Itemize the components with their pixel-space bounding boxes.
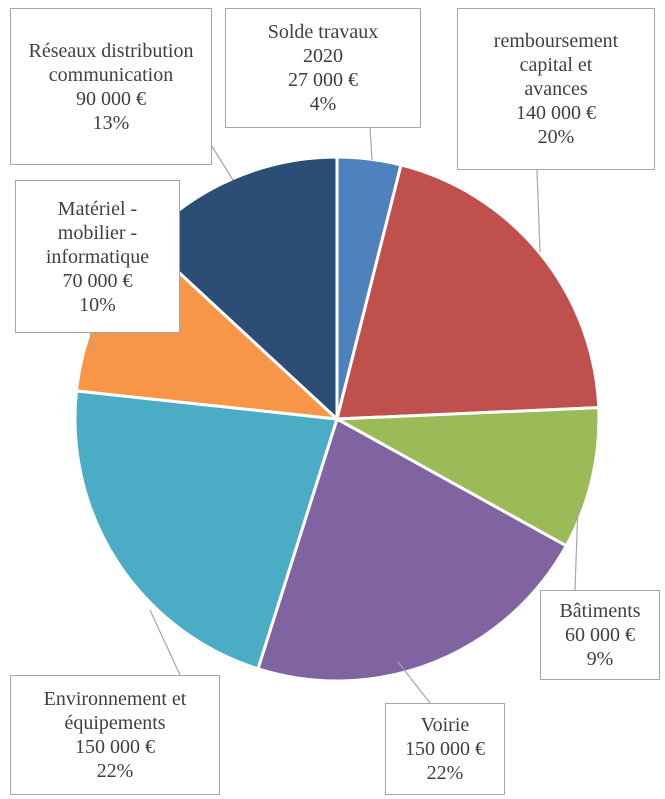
value-label: 70 000 € xyxy=(62,269,133,292)
pie-slice xyxy=(256,416,569,683)
category-label: Voirie xyxy=(420,714,470,736)
data-label: Réseaux distribution communication 90 000… xyxy=(10,8,212,165)
callout-line xyxy=(397,661,431,704)
label-text: Réseaux distribution communication 90 000… xyxy=(26,39,196,135)
category-label: Matériel - mobilier - informatique xyxy=(45,197,150,268)
category-label: Solde travaux 2020 xyxy=(267,21,379,67)
data-label: Bâtiments 60 000 €9% xyxy=(540,590,660,680)
value-label: 60 000 € xyxy=(565,624,635,646)
value-label: 27 000 € xyxy=(288,69,358,91)
data-label: Matériel - mobilier - informatique 70 000… xyxy=(15,180,180,333)
pie-slice xyxy=(73,389,339,671)
callout-line xyxy=(574,504,579,591)
percent-label: 20% xyxy=(537,126,575,148)
label-text: Bâtiments 60 000 €9% xyxy=(545,599,655,671)
label-text: Voirie 150 000 €22% xyxy=(390,713,500,785)
label-text: Environnement et équipements 150 000 €22% xyxy=(25,687,205,783)
value-label: 150 000 € xyxy=(75,736,155,758)
data-label: Voirie 150 000 €22% xyxy=(385,703,505,795)
percent-label: 22% xyxy=(96,760,134,782)
category-label: Bâtiments xyxy=(559,600,641,622)
label-text: remboursement capital et avances 140 000 … xyxy=(486,29,626,149)
pie-slice xyxy=(331,406,601,548)
callout-line xyxy=(89,332,96,351)
data-label: remboursement capital et avances 140 000 … xyxy=(457,8,655,170)
category-label: remboursement capital et avances xyxy=(493,30,619,100)
percent-label: 22% xyxy=(426,762,464,784)
callout-line xyxy=(149,609,181,676)
value-label: 150 000 € xyxy=(405,738,485,760)
percent-label: 4% xyxy=(309,93,337,115)
callout-line xyxy=(536,169,541,253)
percent-label: 13% xyxy=(92,111,130,134)
data-label: Environnement et équipements 150 000 €22% xyxy=(10,675,220,795)
percent-label: 9% xyxy=(586,648,614,670)
value-label: 90 000 € xyxy=(76,87,146,110)
callout-line xyxy=(369,127,373,161)
percent-label: 10% xyxy=(79,293,116,316)
category-label: Environnement et équipements xyxy=(43,688,187,734)
pie-slice xyxy=(335,163,601,421)
value-label: 140 000 € xyxy=(516,102,596,124)
data-label: Solde travaux 2020 27 000 €4% xyxy=(225,8,421,128)
label-text: Matériel - mobilier - informatique 70 000… xyxy=(33,197,163,317)
callout-line xyxy=(207,139,234,181)
label-text: Solde travaux 2020 27 000 €4% xyxy=(248,20,398,116)
category-label: Réseaux distribution communication xyxy=(28,39,194,86)
